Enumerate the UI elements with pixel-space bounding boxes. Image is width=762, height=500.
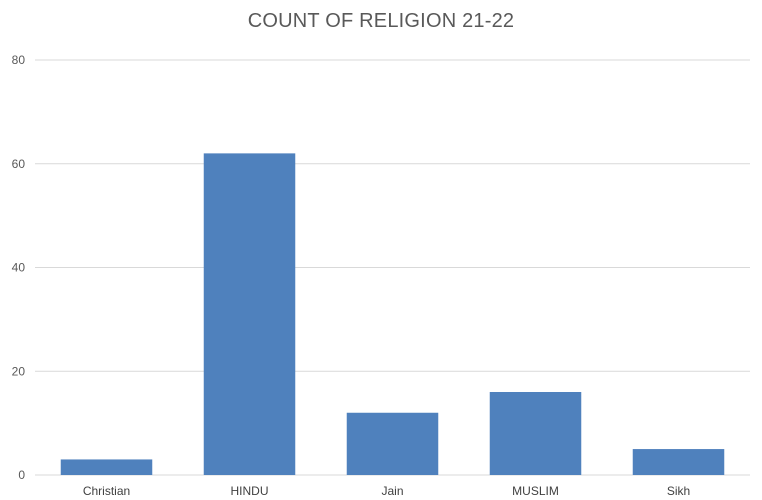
x-tick-label-hindu: HINDU [231, 484, 269, 498]
x-tick-label-muslim: MUSLIM [512, 484, 559, 498]
y-tick-label-80: 80 [12, 53, 26, 67]
y-tick-label-60: 60 [12, 157, 26, 171]
x-tick-label-sikh: Sikh [667, 484, 690, 498]
x-tick-label-christian: Christian [83, 484, 130, 498]
bar-sikh [632, 449, 725, 475]
bar-hindu [203, 153, 296, 475]
bar-muslim [489, 392, 582, 475]
y-tick-label-40: 40 [12, 261, 26, 275]
y-tick-label-0: 0 [18, 468, 25, 482]
x-tick-label-jain: Jain [381, 484, 403, 498]
chart-title: COUNT OF RELIGION 21-22 [247, 10, 515, 32]
bar-christian [60, 459, 153, 475]
bar-jain [346, 412, 439, 475]
y-tick-label-20: 20 [12, 364, 26, 378]
